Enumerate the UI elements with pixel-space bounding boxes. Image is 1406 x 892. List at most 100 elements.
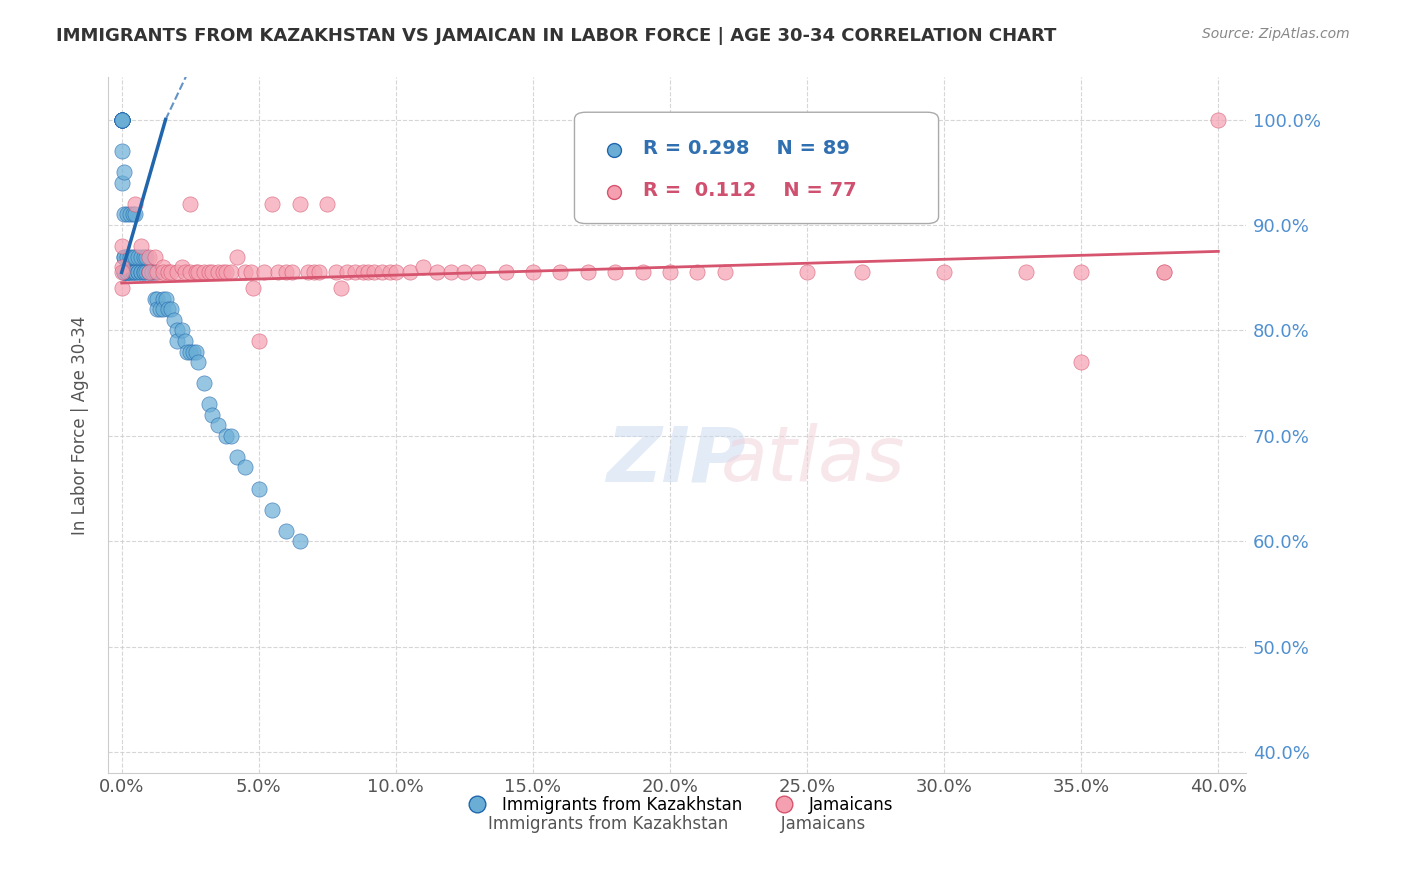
Immigrants from Kazakhstan bbox=[173, 334, 195, 348]
Jamaicans bbox=[412, 260, 434, 275]
Text: R =  0.112    N = 77: R = 0.112 N = 77 bbox=[643, 181, 856, 200]
Jamaicans bbox=[193, 265, 215, 279]
Immigrants from Kazakhstan bbox=[115, 265, 138, 279]
Immigrants from Kazakhstan bbox=[146, 302, 169, 317]
Immigrants from Kazakhstan bbox=[201, 408, 224, 422]
Jamaicans bbox=[129, 239, 152, 253]
Immigrants from Kazakhstan bbox=[141, 265, 163, 279]
Jamaicans bbox=[111, 265, 134, 279]
Immigrants from Kazakhstan bbox=[118, 265, 141, 279]
Immigrants from Kazakhstan bbox=[170, 323, 193, 337]
Jamaicans bbox=[522, 265, 544, 279]
Immigrants from Kazakhstan bbox=[111, 176, 134, 190]
Jamaicans bbox=[157, 265, 180, 279]
Jamaicans bbox=[233, 265, 256, 279]
Immigrants from Kazakhstan bbox=[114, 207, 136, 221]
Jamaicans bbox=[453, 265, 475, 279]
Immigrants from Kazakhstan bbox=[129, 265, 152, 279]
Jamaicans bbox=[280, 265, 302, 279]
Immigrants from Kazakhstan bbox=[135, 265, 157, 279]
Jamaicans bbox=[247, 334, 270, 348]
Jamaicans bbox=[215, 265, 238, 279]
Jamaicans bbox=[152, 265, 174, 279]
Jamaicans bbox=[179, 265, 201, 279]
Immigrants from Kazakhstan bbox=[111, 112, 134, 127]
Immigrants from Kazakhstan bbox=[114, 265, 136, 279]
Immigrants from Kazakhstan bbox=[121, 250, 143, 264]
Immigrants from Kazakhstan bbox=[118, 265, 141, 279]
Immigrants from Kazakhstan bbox=[163, 313, 186, 327]
Jamaicans bbox=[330, 281, 353, 295]
Immigrants from Kazakhstan bbox=[127, 250, 149, 264]
Immigrants from Kazakhstan bbox=[115, 265, 138, 279]
Immigrants from Kazakhstan bbox=[127, 265, 149, 279]
Immigrants from Kazakhstan bbox=[111, 112, 134, 127]
Jamaicans bbox=[398, 265, 420, 279]
Jamaicans bbox=[201, 265, 224, 279]
Jamaicans bbox=[179, 197, 201, 211]
Immigrants from Kazakhstan bbox=[127, 265, 149, 279]
Y-axis label: In Labor Force | Age 30-34: In Labor Force | Age 30-34 bbox=[72, 316, 89, 535]
Immigrants from Kazakhstan bbox=[166, 323, 188, 337]
Jamaicans bbox=[308, 265, 330, 279]
Immigrants from Kazakhstan bbox=[155, 292, 177, 306]
Immigrants from Kazakhstan bbox=[193, 376, 215, 391]
Text: atlas: atlas bbox=[721, 423, 905, 497]
Immigrants from Kazakhstan bbox=[152, 302, 174, 317]
Immigrants from Kazakhstan bbox=[143, 292, 166, 306]
Jamaicans bbox=[187, 265, 209, 279]
Jamaicans bbox=[170, 260, 193, 275]
Jamaicans bbox=[316, 197, 339, 211]
Immigrants from Kazakhstan bbox=[115, 250, 138, 264]
Jamaicans bbox=[934, 265, 956, 279]
Immigrants from Kazakhstan bbox=[118, 250, 141, 264]
Jamaicans bbox=[262, 197, 284, 211]
Immigrants from Kazakhstan bbox=[124, 265, 146, 279]
Immigrants from Kazakhstan bbox=[262, 502, 284, 516]
Jamaicans bbox=[714, 265, 737, 279]
Jamaicans bbox=[550, 265, 572, 279]
Immigrants from Kazakhstan bbox=[121, 265, 143, 279]
Immigrants from Kazakhstan bbox=[149, 302, 172, 317]
Immigrants from Kazakhstan bbox=[198, 397, 221, 411]
Immigrants from Kazakhstan bbox=[124, 265, 146, 279]
Immigrants from Kazakhstan bbox=[166, 334, 188, 348]
Jamaicans bbox=[166, 265, 188, 279]
Immigrants from Kazakhstan bbox=[179, 344, 201, 359]
Immigrants from Kazakhstan bbox=[114, 165, 136, 179]
Jamaicans bbox=[605, 265, 627, 279]
Jamaicans bbox=[239, 265, 262, 279]
Jamaicans bbox=[631, 265, 654, 279]
Text: R = 0.298    N = 89: R = 0.298 N = 89 bbox=[643, 139, 849, 158]
Jamaicans bbox=[111, 281, 134, 295]
Immigrants from Kazakhstan bbox=[121, 207, 143, 221]
Jamaicans bbox=[1208, 112, 1230, 127]
Jamaicans bbox=[198, 265, 221, 279]
Text: ZIP: ZIP bbox=[607, 423, 747, 497]
Immigrants from Kazakhstan bbox=[138, 265, 160, 279]
Jamaicans bbox=[440, 265, 463, 279]
Jamaicans bbox=[207, 265, 229, 279]
Jamaicans bbox=[138, 250, 160, 264]
Jamaicans bbox=[276, 265, 298, 279]
Immigrants from Kazakhstan bbox=[141, 265, 163, 279]
Immigrants from Kazakhstan bbox=[181, 344, 204, 359]
Immigrants from Kazakhstan bbox=[118, 207, 141, 221]
Immigrants from Kazakhstan bbox=[114, 250, 136, 264]
Immigrants from Kazakhstan bbox=[115, 265, 138, 279]
Jamaicans bbox=[143, 250, 166, 264]
Jamaicans bbox=[225, 250, 247, 264]
Immigrants from Kazakhstan bbox=[124, 207, 146, 221]
Immigrants from Kazakhstan bbox=[132, 265, 155, 279]
Immigrants from Kazakhstan bbox=[135, 250, 157, 264]
Immigrants from Kazakhstan bbox=[114, 265, 136, 279]
Immigrants from Kazakhstan bbox=[121, 265, 143, 279]
Immigrants from Kazakhstan bbox=[114, 265, 136, 279]
Jamaicans bbox=[363, 265, 385, 279]
Jamaicans bbox=[1070, 355, 1092, 369]
Jamaicans bbox=[242, 281, 264, 295]
Immigrants from Kazakhstan bbox=[111, 112, 134, 127]
Immigrants from Kazakhstan bbox=[111, 112, 134, 127]
Immigrants from Kazakhstan bbox=[124, 250, 146, 264]
Jamaicans bbox=[335, 265, 357, 279]
